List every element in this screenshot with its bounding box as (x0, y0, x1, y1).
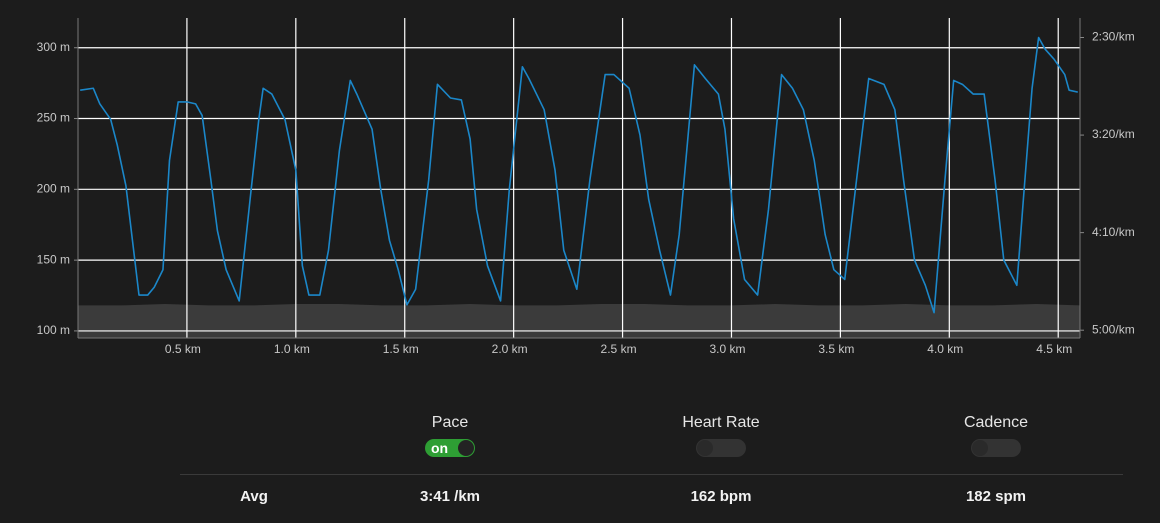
toggle-knob (697, 440, 713, 456)
summary-value: 182 spm (965, 488, 1027, 505)
y-tick-label: 100 m (37, 323, 70, 337)
y-tick-label: 150 m (37, 252, 70, 266)
x-tick-label: 0.5 km (165, 342, 201, 356)
pace-line (80, 36, 1078, 314)
elevation-area (78, 304, 1080, 338)
y2-tick-label: 5:00/km (1092, 322, 1135, 336)
y2-tick-label: 3:20/km (1092, 127, 1135, 141)
control-label: Cadence (963, 414, 1029, 431)
x-tick-label: 2.0 km (492, 342, 528, 356)
summary-value: 3:41 /km (419, 488, 481, 505)
summary-label: Avg (240, 488, 268, 505)
control-label: Pace (431, 414, 469, 431)
summary-value: 162 bpm (690, 488, 752, 505)
x-tick-label: 4.0 km (927, 342, 963, 356)
y2-tick-label: 2:30/km (1092, 30, 1135, 44)
divider (180, 474, 1123, 475)
toggle[interactable] (971, 439, 1021, 457)
toggle-knob (458, 440, 474, 456)
x-tick-label: 3.5 km (818, 342, 854, 356)
toggle[interactable]: on (425, 439, 475, 457)
y-tick-label: 250 m (37, 111, 70, 125)
chart: 100 m 150 m 200 m 250 m 300 m 2:30/km 3:20/km 4… (37, 18, 1135, 356)
x-tick-label: 1.0 km (274, 342, 310, 356)
x-tick-label: 2.5 km (601, 342, 637, 356)
y2-tick-label: 4:10/km (1092, 225, 1135, 239)
x-tick-label: 3.0 km (709, 342, 745, 356)
y-tick-label: 300 m (37, 40, 70, 54)
control-label: Heart Rate (682, 414, 760, 431)
y-tick-label: 200 m (37, 181, 70, 195)
toggle-knob (972, 440, 988, 456)
x-tick-label: 4.5 km (1036, 342, 1072, 356)
toggle-text: on (431, 440, 449, 456)
x-tick-label: 1.5 km (383, 342, 419, 356)
toggle[interactable] (696, 439, 746, 457)
